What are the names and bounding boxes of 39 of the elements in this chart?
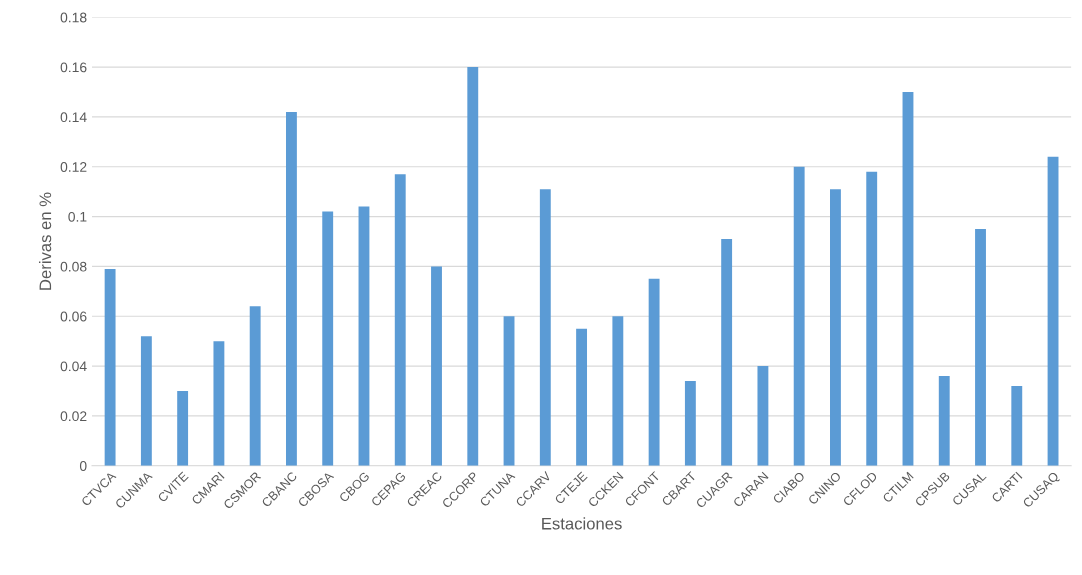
bar: [467, 67, 479, 466]
y-tick-label: 0: [79, 461, 87, 471]
bar: [757, 366, 769, 466]
x-axis-title: Estaciones: [542, 517, 622, 530]
bar: [902, 92, 914, 466]
bar: [539, 189, 551, 466]
bar: [431, 266, 442, 466]
bar: [213, 341, 225, 466]
bar: [975, 229, 986, 466]
bar: [648, 278, 660, 466]
y-tick-label: 0.12: [60, 162, 87, 172]
y-tick-label: 0.06: [60, 311, 87, 322]
y-axis-title: Derivas en %: [38, 192, 52, 290]
bar: [358, 206, 370, 466]
bar: [721, 239, 733, 466]
bar: [394, 174, 406, 466]
y-tick-label: 0.16: [60, 62, 87, 73]
bar: [140, 336, 152, 466]
bar: [1047, 156, 1059, 466]
bar: [322, 211, 334, 466]
bar: [612, 316, 624, 466]
y-tick-label: 0.1: [68, 211, 87, 222]
y-tick-label: 0.14: [60, 112, 87, 123]
bar: [938, 376, 950, 466]
bar: [576, 328, 588, 466]
bar: [249, 306, 261, 466]
bar: [793, 166, 805, 466]
bar: [177, 391, 189, 466]
y-tick-label: 0.02: [60, 411, 87, 422]
bar: [830, 189, 841, 466]
bar: [104, 268, 116, 466]
y-tick-label: 0.08: [60, 261, 87, 272]
bar: [503, 316, 515, 466]
y-tick-label: 0.04: [60, 361, 87, 372]
y-tick-label: 0.18: [60, 12, 87, 23]
bar: [684, 381, 696, 466]
bar: [286, 111, 297, 466]
bar: [866, 171, 878, 466]
bar: [1011, 386, 1023, 466]
